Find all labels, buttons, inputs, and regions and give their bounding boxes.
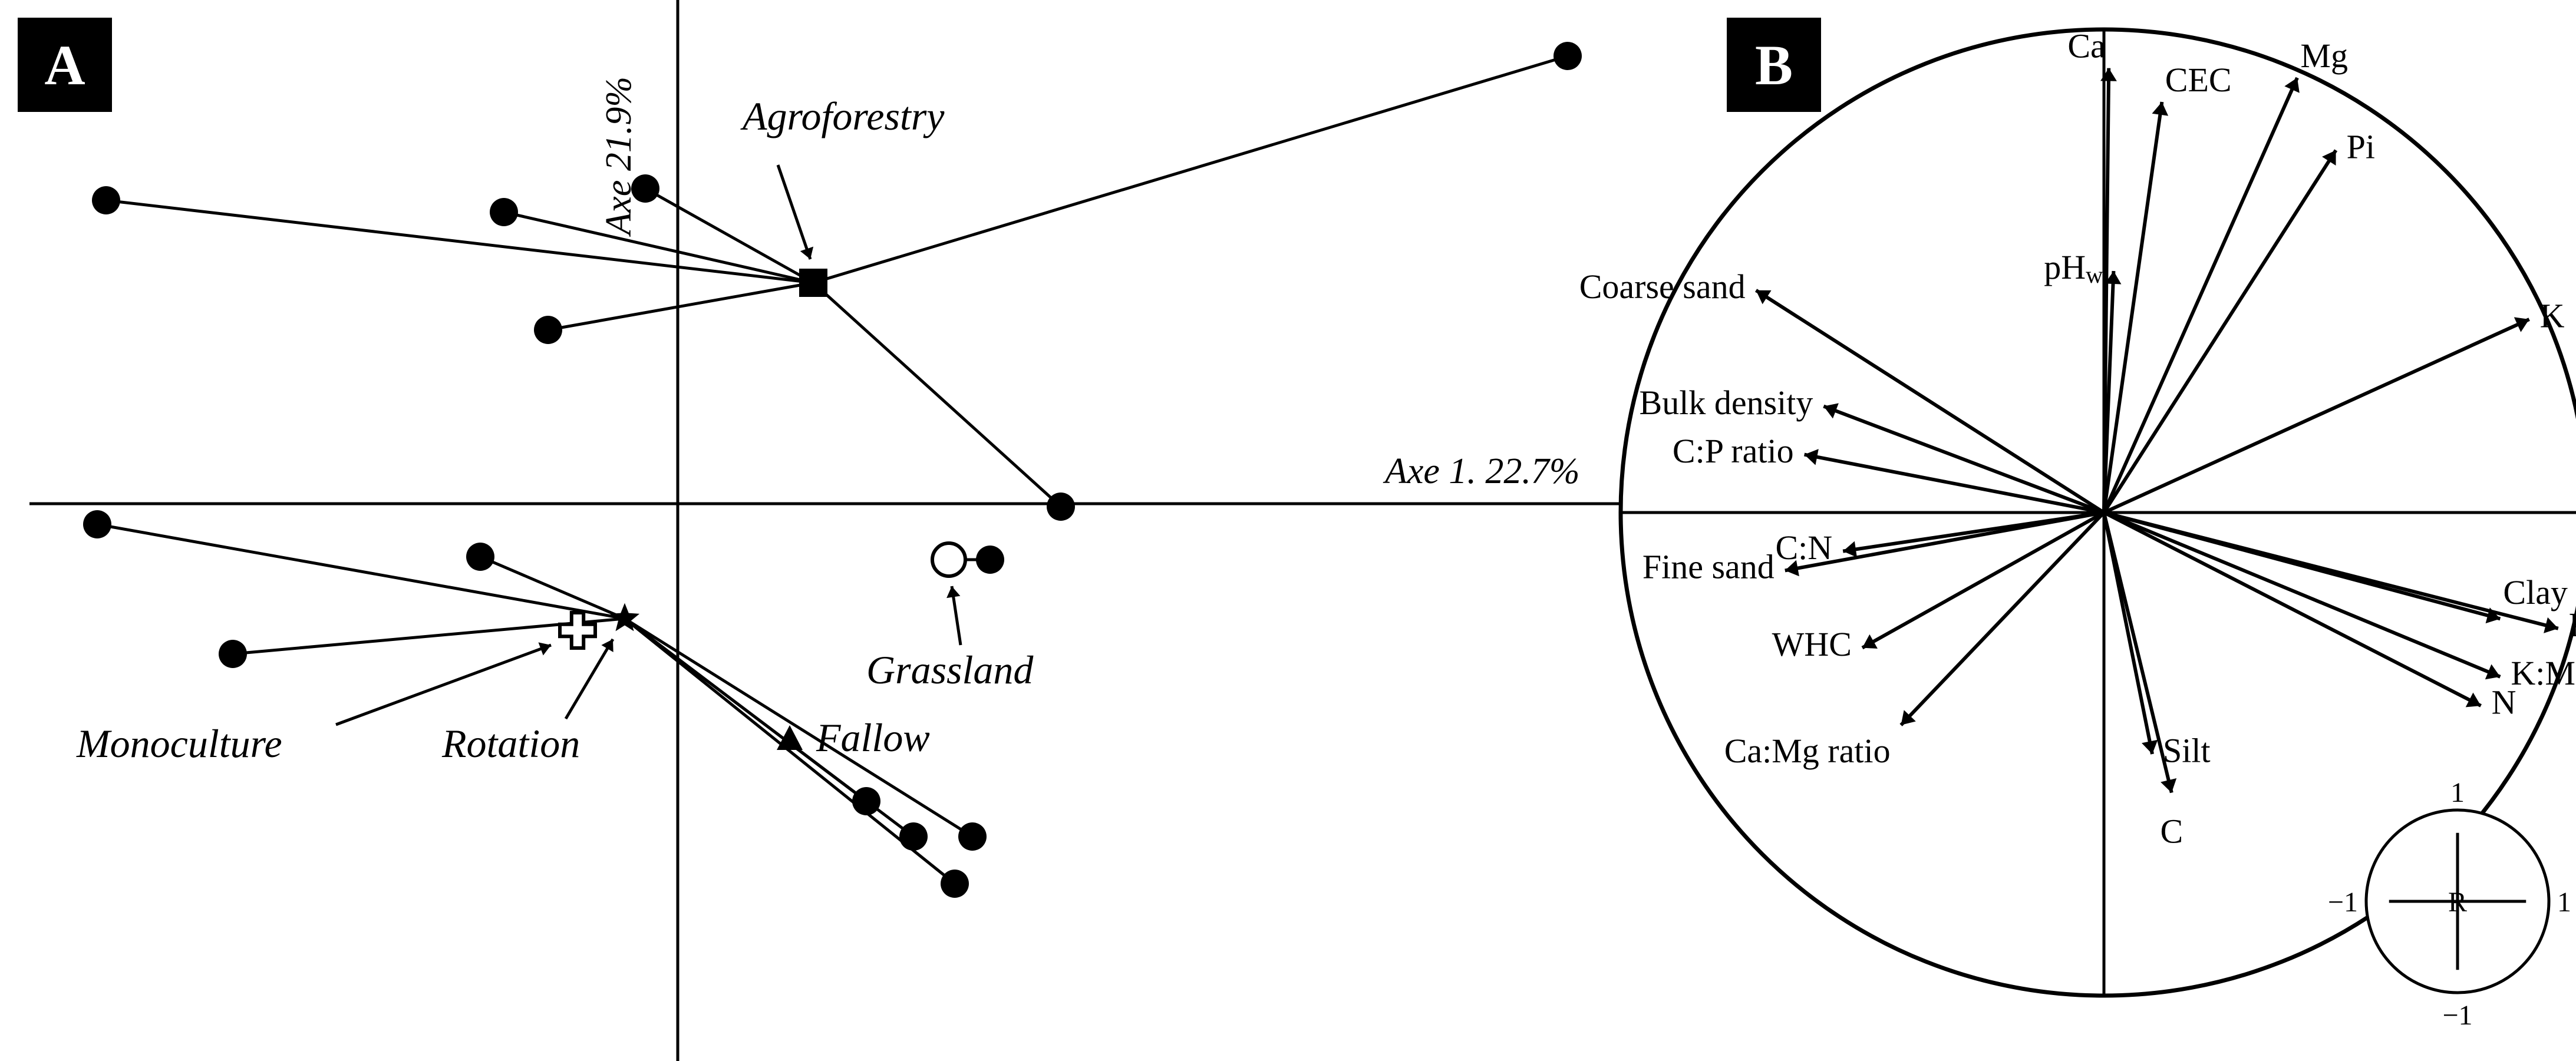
vector-label: C:P ratio [1673, 432, 1794, 470]
vector-cpratio [1805, 449, 2104, 513]
data-point [490, 198, 518, 226]
data-point [631, 174, 659, 203]
inset-top: 1 [2450, 777, 2465, 808]
vector-label: CEC [2165, 61, 2232, 99]
vector-n [2104, 513, 2481, 707]
vector-label: K [2540, 296, 2565, 335]
vector-label: Pi [2347, 127, 2375, 166]
data-point [941, 870, 969, 898]
vector-label: Bulk density [1640, 384, 1813, 422]
group-agroforestry: Agroforestry [92, 42, 1582, 521]
group-label: Agroforestry [740, 94, 945, 138]
vector-label: WHC [1772, 625, 1852, 663]
panel-b: Ca CEC Mg Pi KpHw Coarse sand Bulk density C:P … [1579, 27, 2576, 1031]
label-arrow [778, 165, 813, 259]
data-point [219, 640, 247, 668]
panel-label-a: A [18, 18, 112, 112]
label-arrow [566, 639, 614, 719]
inset-right: 1 [2557, 887, 2571, 918]
group-rotation: Rotation [83, 510, 987, 898]
axis-label-x: Axe 1. 22.7% [1383, 451, 1580, 491]
panel-label-b: B [1727, 18, 1821, 112]
label-arrow [946, 586, 961, 645]
group-grassland: Grassland [866, 543, 1034, 692]
vector-label: C:N [1776, 528, 1833, 567]
vector-label: Silt [2163, 731, 2211, 769]
vector-label: Clay [2503, 573, 2568, 612]
data-point [958, 822, 987, 851]
label-arrow [336, 642, 551, 725]
axis-label-y: Axe 21.9% [599, 77, 639, 237]
data-point [83, 510, 111, 538]
inset-bottom: −1 [2442, 1000, 2472, 1031]
vector-label: Ca [2067, 27, 2105, 65]
vector-bulkdensity [1823, 403, 2104, 513]
vector-label: N [2492, 683, 2516, 721]
data-point [534, 316, 562, 344]
panel-a: Axe 1. 22.7% Axe 21.9% Agroforestry Grassla… [29, 0, 1621, 1061]
figure-svg: Axe 1. 22.7% Axe 21.9% Agroforestry Grassla… [0, 0, 2576, 1061]
data-point [466, 543, 494, 571]
figure-container: Axe 1. 22.7% Axe 21.9% Agroforestry Grassla… [0, 0, 2576, 1061]
data-point [852, 787, 880, 815]
data-point [976, 546, 1004, 574]
inset-left: −1 [2328, 887, 2358, 918]
data-point [1553, 42, 1582, 70]
vector-label: Mg [2300, 37, 2348, 75]
group-label: Rotation [441, 721, 580, 766]
group-label: Grassland [866, 647, 1034, 692]
vector-kmgratio [2104, 513, 2500, 679]
vector-finesand [1785, 513, 2104, 576]
vector-label: Ca:Mg ratio [1724, 732, 1891, 770]
inset-center: R [2448, 887, 2467, 918]
group-fallow: Fallow [777, 715, 930, 760]
group-label: Monoculture [76, 721, 282, 766]
vector-label: C [2160, 812, 2183, 850]
vector-label: K:Mg ratio [2511, 654, 2576, 692]
vector-label: P [2569, 606, 2576, 644]
vector-label: Coarse sand [1579, 267, 1746, 306]
vector-label: pHw [2044, 248, 2103, 287]
vector-label: Fine sand [1642, 548, 1774, 586]
inset-compass: R 1 −1 −1 1 [2328, 777, 2571, 1031]
group-label: Fallow [816, 715, 930, 760]
data-point [899, 822, 928, 851]
data-point [1047, 493, 1075, 521]
data-point [92, 186, 120, 214]
